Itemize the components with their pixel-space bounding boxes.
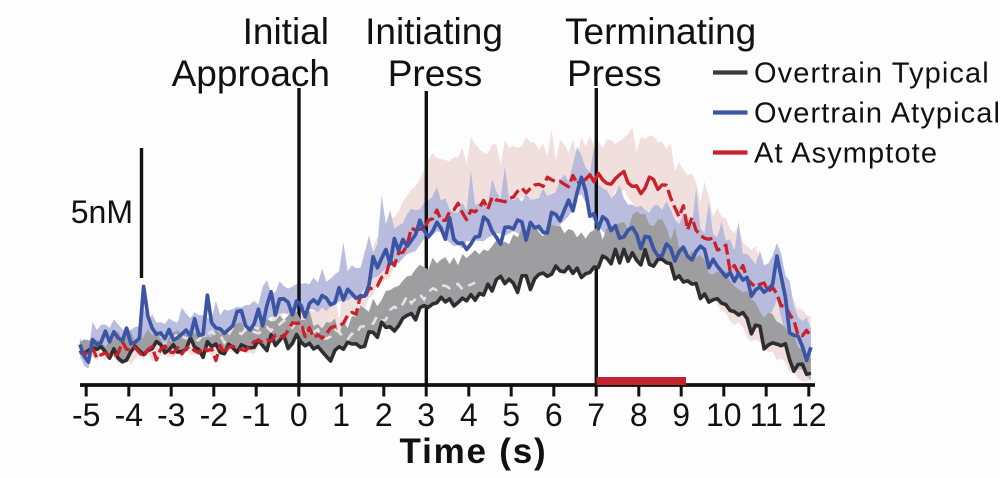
svg-text:-3: -3 xyxy=(157,397,185,433)
svg-text:0: 0 xyxy=(290,397,308,433)
svg-text:-5: -5 xyxy=(72,397,100,433)
svg-text:At Asymptote: At Asymptote xyxy=(754,138,938,170)
svg-text:7: 7 xyxy=(587,397,605,433)
svg-text:Time (s): Time (s) xyxy=(400,432,548,471)
svg-text:Press: Press xyxy=(567,53,662,94)
svg-text:-4: -4 xyxy=(115,397,143,433)
svg-text:11: 11 xyxy=(750,397,783,433)
svg-text:5nM: 5nM xyxy=(71,194,133,230)
svg-text:Approach: Approach xyxy=(172,53,330,94)
svg-text:12: 12 xyxy=(791,397,827,433)
svg-text:Terminating: Terminating xyxy=(565,11,756,52)
svg-text:1: 1 xyxy=(332,397,350,433)
svg-text:Overtrain Atypical: Overtrain Atypical xyxy=(754,98,1000,130)
svg-text:5: 5 xyxy=(502,397,520,433)
svg-text:Press: Press xyxy=(388,53,483,94)
svg-text:6: 6 xyxy=(545,397,563,433)
svg-text:-1: -1 xyxy=(242,397,270,433)
svg-text:-2: -2 xyxy=(200,397,228,433)
svg-text:4: 4 xyxy=(460,397,478,433)
svg-text:8: 8 xyxy=(630,397,648,433)
svg-text:Initiating: Initiating xyxy=(365,11,503,52)
svg-text:9: 9 xyxy=(672,397,690,433)
svg-text:2: 2 xyxy=(375,397,393,433)
svg-text:Initial: Initial xyxy=(243,11,329,52)
svg-text:10: 10 xyxy=(706,397,742,433)
svg-text:Overtrain Typical: Overtrain Typical xyxy=(754,58,990,90)
svg-text:3: 3 xyxy=(417,397,435,433)
